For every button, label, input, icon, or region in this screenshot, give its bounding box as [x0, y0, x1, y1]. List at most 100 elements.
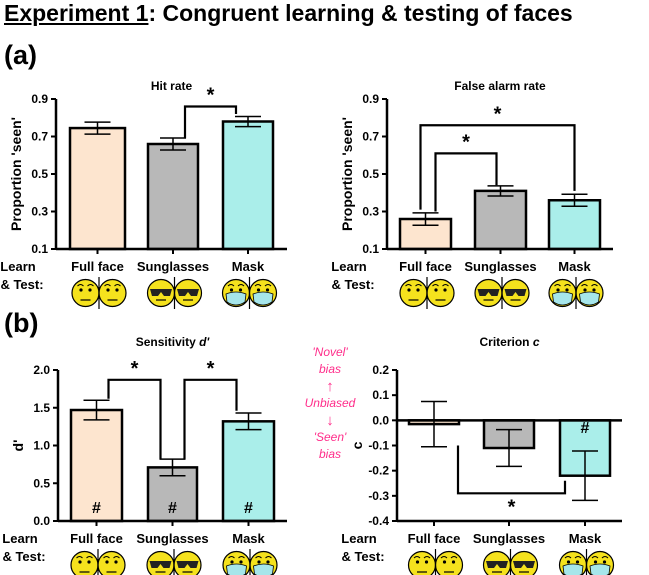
face-icon-test — [173, 278, 203, 308]
face-icon-learn — [146, 550, 175, 575]
face-mask — [552, 291, 573, 306]
category-label: Sunglasses — [473, 531, 545, 546]
eye — [434, 288, 438, 292]
figure-heading: Experiment 1: Congruent learning & testi… — [4, 0, 573, 27]
y-tick-label: 0.5 — [362, 167, 379, 181]
sunglasses-shape — [177, 289, 199, 296]
face-circle — [399, 278, 428, 308]
face-circle — [426, 278, 455, 308]
sunglasses-shape — [504, 289, 527, 296]
y-tick-label: 1.0 — [33, 439, 50, 453]
y-axis-label: Proportion 'seen' — [8, 117, 24, 231]
face-mask — [579, 291, 600, 306]
face-icon-test — [97, 550, 126, 575]
y-axis-label: Proportion 'seen' — [339, 117, 355, 231]
eye — [88, 288, 92, 292]
eyebrows — [413, 556, 431, 559]
eye — [575, 560, 580, 564]
hash-marker: # — [168, 500, 177, 517]
y-tick-label: 0.0 — [33, 514, 50, 528]
learn-label: Learn — [331, 259, 366, 274]
up-arrow-icon: ↑ — [326, 378, 334, 395]
eyebrows — [227, 284, 245, 287]
face-icon-learn — [558, 550, 588, 575]
test-label: & Test: — [341, 549, 384, 564]
y-axis-label: c — [349, 441, 365, 449]
y-tick-label: -0.3 — [368, 489, 389, 503]
eye — [442, 560, 447, 564]
face-icon-learn — [221, 278, 251, 308]
y-tick-label: 2.0 — [33, 363, 50, 377]
learn-label: Learn — [341, 531, 376, 546]
category-label: Mask — [558, 259, 591, 274]
face-icon-test — [98, 278, 127, 308]
y-tick-label: 0.7 — [31, 130, 48, 144]
eye — [443, 288, 447, 292]
face-icon-test — [173, 550, 202, 575]
y-tick-label: 1.5 — [33, 401, 50, 415]
sunglasses-shape — [513, 561, 535, 568]
face-icon-learn — [71, 278, 100, 308]
eye — [266, 560, 270, 564]
chart-title: False alarm rate — [454, 79, 546, 93]
significance-star: * — [462, 131, 470, 153]
eye — [114, 560, 118, 564]
eyebrows — [255, 556, 272, 559]
eye — [415, 560, 420, 564]
eyebrows — [554, 284, 571, 287]
y-tick-label: 0.5 — [33, 476, 50, 490]
face-icon-learn — [548, 278, 577, 308]
category-label: Mask — [232, 259, 265, 274]
y-tick-label: 0.7 — [362, 130, 379, 144]
face-mask — [562, 563, 584, 575]
y-tick-label: 0.2 — [372, 363, 389, 377]
face-mask — [252, 291, 274, 306]
eye — [602, 560, 607, 564]
significance-bracket — [419, 124, 576, 210]
category-label: Full face — [399, 259, 452, 274]
learn-label: Learn — [2, 531, 37, 546]
eye — [105, 560, 109, 564]
bar-mask — [547, 199, 602, 251]
bias-novel-2: bias — [318, 362, 341, 376]
significance-star: * — [494, 103, 502, 125]
hash-marker: # — [244, 500, 253, 517]
bar-mask — [221, 420, 276, 523]
eyebrows — [77, 284, 94, 287]
chart-title: Hit rate — [151, 79, 193, 93]
eye — [593, 560, 598, 564]
face-icon-learn — [146, 278, 176, 308]
category-label: Full face — [71, 259, 124, 274]
face-icon-test — [585, 550, 615, 575]
eye — [566, 560, 571, 564]
eye — [230, 560, 234, 564]
eye — [451, 560, 456, 564]
eyebrows — [564, 556, 582, 559]
y-tick-label: 0.3 — [31, 205, 48, 219]
significance-star: * — [508, 496, 516, 518]
face-icon-test — [501, 278, 530, 308]
significance-star: * — [131, 358, 139, 380]
eyebrows — [76, 556, 93, 559]
category-label: Sunglasses — [136, 531, 208, 546]
face-mask — [253, 563, 274, 575]
panel-label-a: (a) — [4, 40, 37, 70]
bar-sunglasses — [473, 189, 528, 251]
y-tick-label: 0.0 — [372, 413, 389, 427]
y-tick-label: 0.1 — [362, 242, 379, 256]
chart-title: Sensitivity d' — [136, 335, 211, 349]
eye — [239, 560, 243, 564]
eye — [106, 288, 110, 292]
face-icon-test — [575, 278, 604, 308]
category-label: Mask — [232, 531, 265, 546]
eye — [407, 288, 411, 292]
down-arrow-icon: ↓ — [326, 412, 334, 429]
y-tick-label: -0.1 — [368, 439, 389, 453]
face-mask — [226, 563, 247, 575]
eyebrows — [104, 284, 121, 287]
eye — [87, 560, 91, 564]
y-tick-label: 0.9 — [362, 92, 379, 106]
face-icon-test — [426, 278, 455, 308]
eyebrows — [228, 556, 245, 559]
y-tick-label: 0.3 — [362, 205, 379, 219]
